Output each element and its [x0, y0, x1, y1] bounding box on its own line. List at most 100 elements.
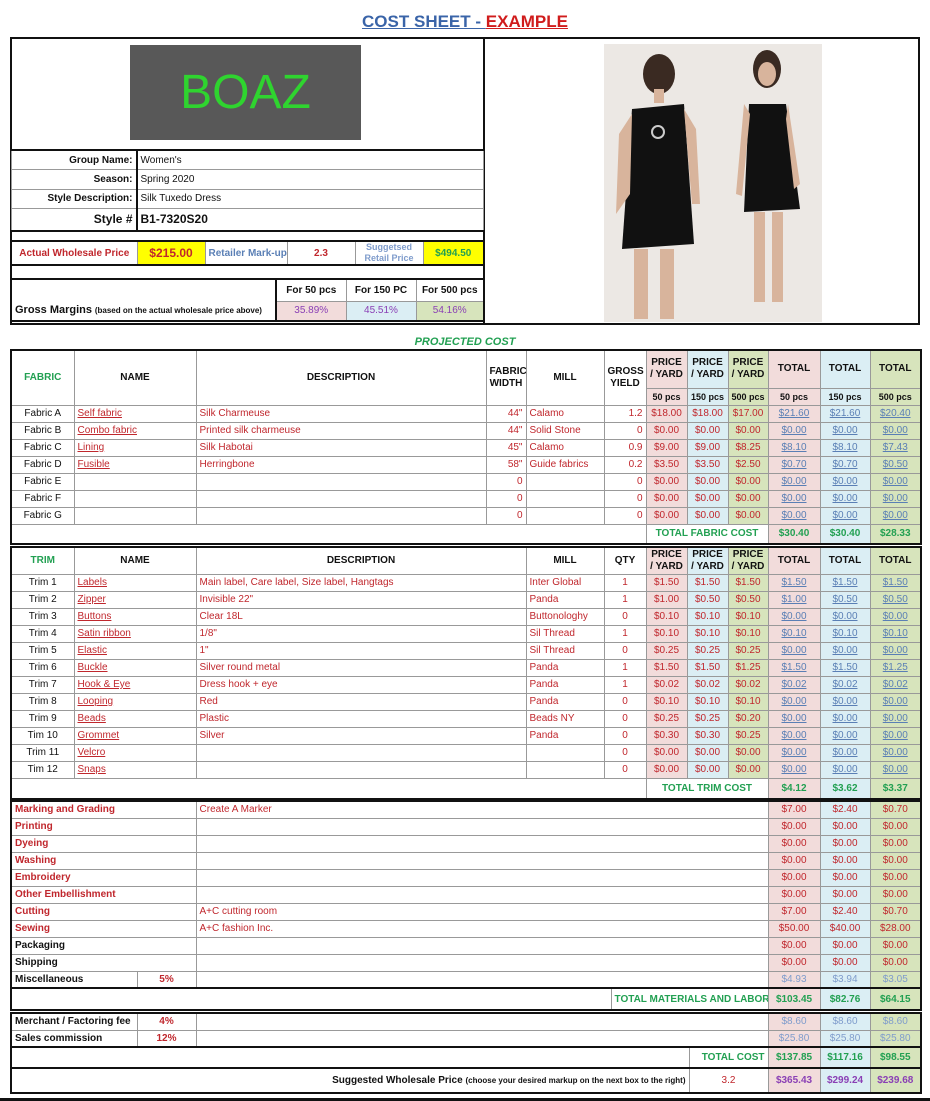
fee-description[interactable]	[195, 1029, 769, 1048]
price-per-yard[interactable]: $0.00	[686, 489, 729, 508]
trim-mill[interactable]: Panda	[525, 692, 605, 711]
trim-description[interactable]: 1"	[195, 641, 527, 660]
fabric-width[interactable]: 0	[485, 472, 527, 491]
trim-mill[interactable]: Sil Thread	[525, 641, 605, 660]
price-per-yard[interactable]: $0.50	[686, 590, 729, 609]
trim-qty[interactable]: 0	[603, 709, 647, 728]
price-per-yard[interactable]: $2.50	[727, 455, 769, 474]
fabric-mill[interactable]: Guide fabrics	[525, 455, 605, 474]
fabric-width[interactable]: 0	[485, 506, 527, 525]
labor-description[interactable]	[195, 936, 769, 955]
price-per-yard[interactable]: $0.25	[727, 726, 769, 745]
trim-name[interactable]: Velcro	[73, 743, 197, 762]
markup-value[interactable]: 2.3	[286, 240, 356, 266]
price-per-yard[interactable]: $0.30	[686, 726, 729, 745]
trim-name[interactable]: Looping	[73, 692, 197, 711]
fabric-width[interactable]: 44"	[485, 421, 527, 440]
trim-name[interactable]: Buttons	[73, 607, 197, 626]
trim-mill[interactable]: Panda	[525, 675, 605, 694]
fabric-name[interactable]: Lining	[73, 438, 197, 457]
labor-description[interactable]	[195, 834, 769, 853]
fabric-width[interactable]: 0	[485, 489, 527, 508]
trim-description[interactable]: Invisible 22"	[195, 590, 527, 609]
price-per-yard[interactable]: $1.50	[645, 658, 688, 677]
price-per-yard[interactable]: $0.00	[727, 743, 769, 762]
trim-description[interactable]	[195, 743, 527, 762]
trim-qty[interactable]: 1	[603, 590, 647, 609]
gross-yield[interactable]: 0	[603, 472, 647, 491]
price-per-yard[interactable]: $17.00	[727, 404, 769, 423]
fabric-description[interactable]	[195, 472, 487, 491]
price-per-yard[interactable]: $8.25	[727, 438, 769, 457]
trim-mill[interactable]: Beads NY	[525, 709, 605, 728]
price-per-yard[interactable]: $0.00	[686, 760, 729, 779]
price-per-yard[interactable]: $18.00	[686, 404, 729, 423]
fabric-name[interactable]: Fusible	[73, 455, 197, 474]
gross-yield[interactable]: 0.2	[603, 455, 647, 474]
price-per-yard[interactable]: $0.10	[686, 607, 729, 626]
trim-name[interactable]: Hook & Eye	[73, 675, 197, 694]
labor-description[interactable]	[195, 851, 769, 870]
labor-description[interactable]: A+C fashion Inc.	[195, 919, 769, 938]
fabric-name[interactable]	[73, 489, 197, 508]
labor-description[interactable]	[195, 817, 769, 836]
gross-yield[interactable]: 0	[603, 506, 647, 525]
price-per-yard[interactable]: $0.50	[727, 590, 769, 609]
fee-percent[interactable]: 12%	[136, 1029, 197, 1048]
fabric-mill[interactable]: Calamo	[525, 404, 605, 423]
price-per-yard[interactable]: $0.30	[645, 726, 688, 745]
trim-description[interactable]: Silver round metal	[195, 658, 527, 677]
trim-mill[interactable]: Panda	[525, 590, 605, 609]
trim-mill[interactable]: Inter Global	[525, 573, 605, 592]
labor-description[interactable]	[195, 868, 769, 887]
price-per-yard[interactable]: $0.20	[727, 709, 769, 728]
price-per-yard[interactable]: $0.10	[686, 692, 729, 711]
trim-qty[interactable]: 0	[603, 743, 647, 762]
price-per-yard[interactable]: $0.10	[686, 624, 729, 643]
info-value[interactable]: B1-7320S20	[136, 208, 484, 231]
gross-yield[interactable]: 0.9	[603, 438, 647, 457]
price-per-yard[interactable]: $0.00	[727, 506, 769, 525]
price-per-yard[interactable]: $1.50	[686, 658, 729, 677]
trim-name[interactable]: Beads	[73, 709, 197, 728]
price-per-yard[interactable]: $1.50	[686, 573, 729, 592]
price-per-yard[interactable]: $0.00	[727, 760, 769, 779]
trim-mill[interactable]	[525, 743, 605, 762]
fabric-mill[interactable]: Calamo	[525, 438, 605, 457]
trim-name[interactable]: Snaps	[73, 760, 197, 779]
price-per-yard[interactable]: $0.25	[686, 641, 729, 660]
price-per-yard[interactable]: $0.25	[686, 709, 729, 728]
fabric-description[interactable]: Silk Charmeuse	[195, 404, 487, 423]
price-per-yard[interactable]: $0.10	[727, 624, 769, 643]
fabric-description[interactable]: Printed silk charmeuse	[195, 421, 487, 440]
trim-description[interactable]: Dress hook + eye	[195, 675, 527, 694]
trim-qty[interactable]: 1	[603, 675, 647, 694]
fabric-name[interactable]	[73, 472, 197, 491]
labor-description[interactable]	[195, 885, 769, 904]
price-per-yard[interactable]: $0.10	[727, 607, 769, 626]
gross-yield[interactable]: 1.2	[603, 404, 647, 423]
price-per-yard[interactable]: $0.00	[686, 472, 729, 491]
trim-qty[interactable]: 0	[603, 760, 647, 779]
price-per-yard[interactable]: $0.10	[645, 692, 688, 711]
price-per-yard[interactable]: $1.50	[727, 573, 769, 592]
trim-description[interactable]: Clear 18L	[195, 607, 527, 626]
fabric-description[interactable]	[195, 506, 487, 525]
fabric-width[interactable]: 44"	[485, 404, 527, 423]
fabric-mill[interactable]	[525, 472, 605, 491]
trim-description[interactable]: Main label, Care label, Size label, Hang…	[195, 573, 527, 592]
price-per-yard[interactable]: $1.00	[645, 590, 688, 609]
labor-description[interactable]: A+C cutting room	[195, 902, 769, 921]
trim-qty[interactable]: 0	[603, 607, 647, 626]
price-per-yard[interactable]: $1.50	[645, 573, 688, 592]
price-per-yard[interactable]: $0.00	[645, 760, 688, 779]
price-per-yard[interactable]: $0.00	[645, 743, 688, 762]
price-per-yard[interactable]: $0.00	[727, 421, 769, 440]
price-per-yard[interactable]: $0.00	[686, 506, 729, 525]
price-per-yard[interactable]: $1.25	[727, 658, 769, 677]
fabric-description[interactable]	[195, 489, 487, 508]
trim-description[interactable]: 1/8"	[195, 624, 527, 643]
price-per-yard[interactable]: $9.00	[686, 438, 729, 457]
labor-description[interactable]	[195, 953, 769, 972]
wholesale-price[interactable]: $215.00	[136, 240, 206, 266]
